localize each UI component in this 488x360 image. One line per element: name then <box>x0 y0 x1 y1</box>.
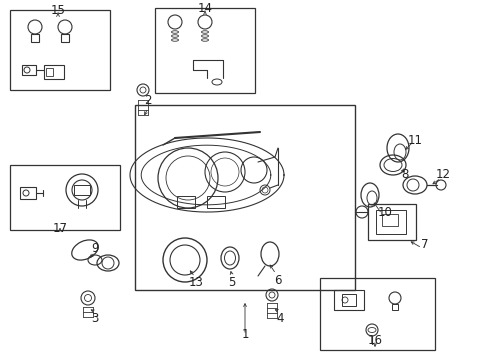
Bar <box>44 65 64 79</box>
Bar <box>22 65 36 75</box>
Text: 3: 3 <box>91 311 99 324</box>
Bar <box>206 196 224 208</box>
Text: 6: 6 <box>274 274 281 287</box>
Text: 9: 9 <box>91 242 99 255</box>
Bar <box>177 196 195 208</box>
Bar <box>61 34 69 42</box>
Text: 2: 2 <box>144 94 151 107</box>
Bar <box>10 10 110 90</box>
Text: 17: 17 <box>52 221 67 234</box>
Bar <box>74 185 90 195</box>
Bar <box>341 294 355 306</box>
Text: 16: 16 <box>367 333 382 346</box>
Text: 12: 12 <box>435 168 449 181</box>
Text: 11: 11 <box>407 134 422 147</box>
Bar <box>391 304 397 310</box>
Bar <box>46 68 53 76</box>
Text: 15: 15 <box>50 4 65 17</box>
Text: 8: 8 <box>401 168 408 181</box>
Text: 1: 1 <box>241 328 248 342</box>
Text: 10: 10 <box>377 206 392 219</box>
Bar <box>155 8 254 93</box>
Bar <box>375 210 405 234</box>
Text: 7: 7 <box>420 238 428 252</box>
Text: 5: 5 <box>228 275 235 288</box>
Bar <box>20 187 36 199</box>
Bar <box>319 278 434 350</box>
Bar <box>10 165 120 230</box>
Text: 14: 14 <box>197 1 212 14</box>
Text: 13: 13 <box>188 275 203 288</box>
Bar <box>135 105 354 290</box>
Bar <box>381 214 397 226</box>
Bar <box>367 204 415 240</box>
Bar <box>31 34 39 42</box>
Text: 4: 4 <box>276 311 283 324</box>
Bar <box>333 290 363 310</box>
